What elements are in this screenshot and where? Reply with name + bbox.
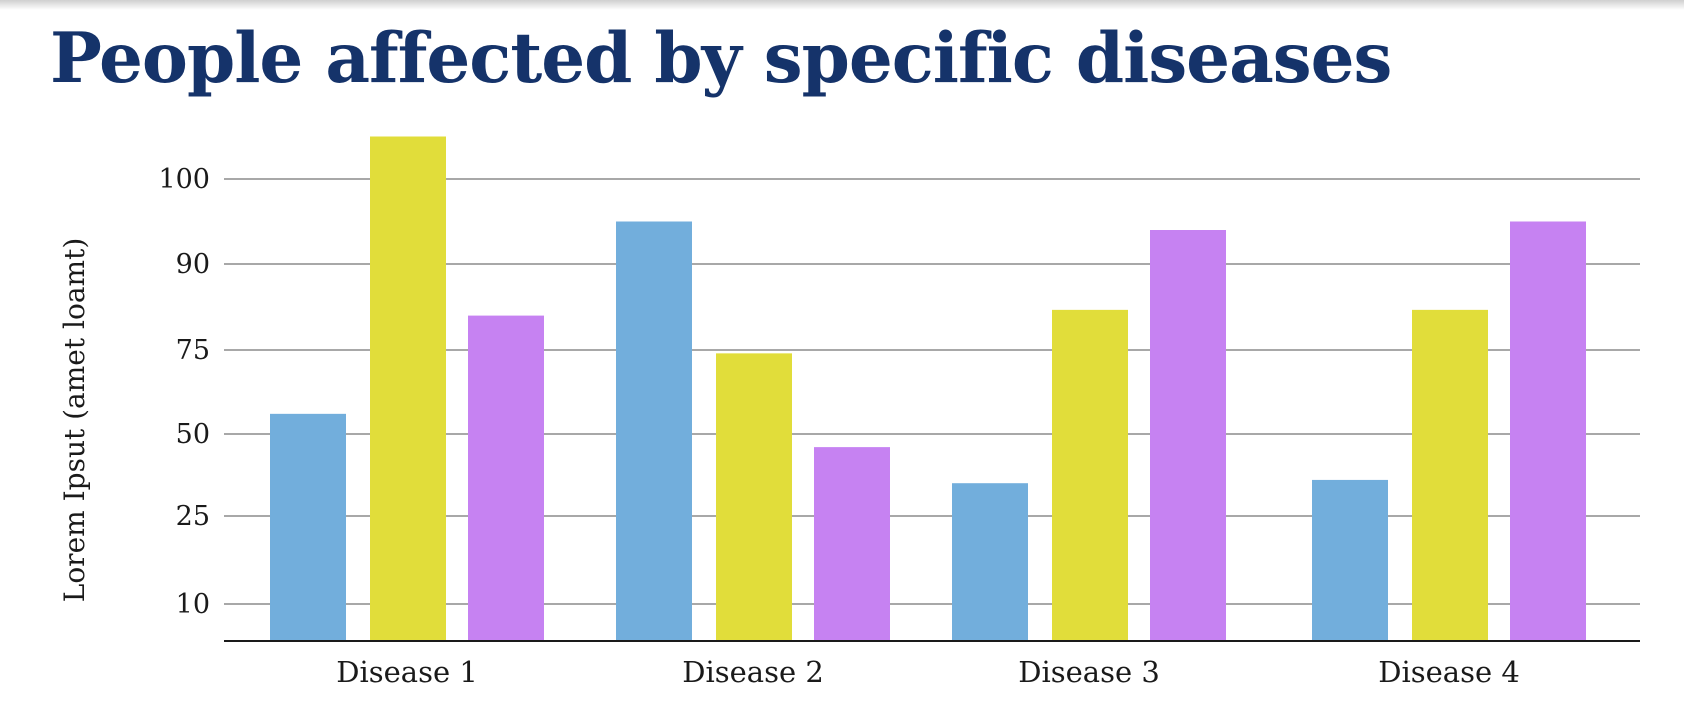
bar-disease-3-series-3 bbox=[1150, 230, 1226, 641]
bar-disease-1-series-3 bbox=[468, 315, 544, 641]
bars bbox=[270, 136, 1586, 641]
y-tick-label: 10 bbox=[176, 589, 210, 620]
bar-disease-2-series-3 bbox=[814, 447, 890, 641]
x-axis-labels: Disease 1 Disease 2 Disease 3 Disease 4 bbox=[336, 655, 1520, 689]
x-category-label: Disease 2 bbox=[682, 655, 824, 689]
bar-disease-1-series-2 bbox=[370, 136, 446, 641]
bar-disease-4-series-3 bbox=[1510, 221, 1586, 641]
bar-disease-3-series-2 bbox=[1052, 309, 1128, 641]
y-tick-label: 75 bbox=[176, 335, 210, 366]
bar-disease-2-series-1 bbox=[616, 221, 692, 641]
y-axis-ticks: 10 25 50 75 90 100 bbox=[158, 164, 210, 620]
bar-disease-4-series-2 bbox=[1412, 309, 1488, 641]
bar-disease-1-series-1 bbox=[270, 413, 346, 641]
bar-disease-4-series-1 bbox=[1312, 479, 1388, 641]
chart-title: People affected by specific diseases bbox=[50, 18, 1392, 99]
y-tick-label: 50 bbox=[176, 419, 210, 450]
top-shadow bbox=[0, 0, 1684, 10]
y-tick-label: 25 bbox=[176, 501, 210, 532]
y-tick-label: 100 bbox=[158, 164, 210, 195]
x-category-label: Disease 4 bbox=[1378, 655, 1520, 689]
x-category-label: Disease 3 bbox=[1018, 655, 1160, 689]
y-tick-label: 90 bbox=[176, 249, 210, 280]
gridlines bbox=[224, 178, 1640, 605]
y-axis-label: Lorem Ipsut (amet loamt) bbox=[58, 238, 91, 603]
x-category-label: Disease 1 bbox=[336, 655, 478, 689]
bar-disease-2-series-2 bbox=[716, 353, 792, 641]
bar-disease-3-series-1 bbox=[952, 483, 1028, 641]
